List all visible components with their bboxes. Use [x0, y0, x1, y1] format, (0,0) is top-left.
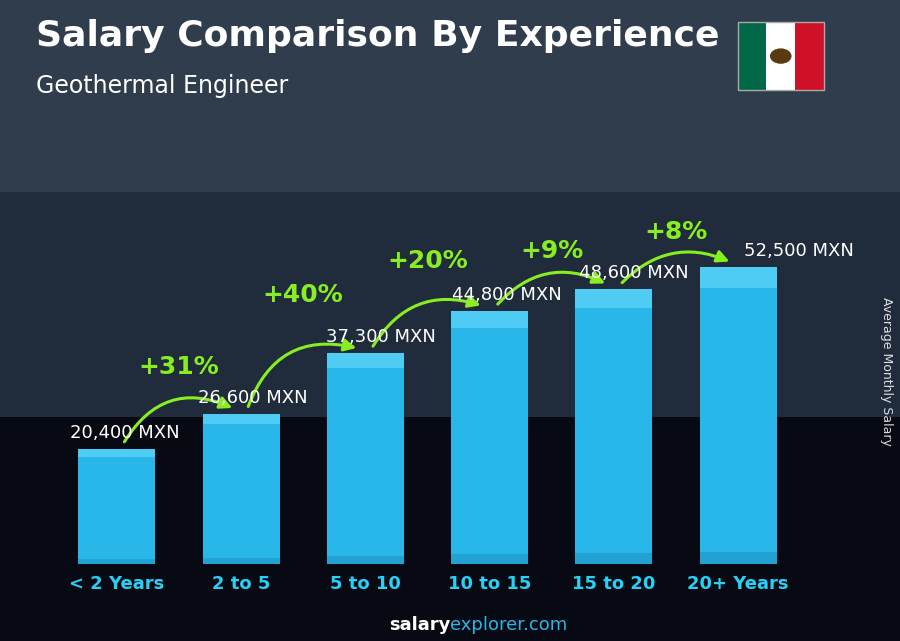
Text: 26,600 MXN: 26,600 MXN: [198, 389, 307, 407]
Bar: [575, 553, 652, 564]
Text: 52,500 MXN: 52,500 MXN: [744, 242, 854, 260]
Text: +9%: +9%: [520, 238, 583, 263]
Bar: [202, 558, 280, 564]
Text: salary: salary: [389, 616, 450, 634]
Bar: [575, 289, 652, 308]
Bar: [202, 413, 280, 564]
Bar: [699, 267, 777, 564]
Bar: [699, 552, 777, 564]
Text: +20%: +20%: [387, 249, 468, 273]
Text: Geothermal Engineer: Geothermal Engineer: [36, 74, 288, 97]
Text: +8%: +8%: [644, 219, 707, 244]
Text: 37,300 MXN: 37,300 MXN: [326, 328, 436, 346]
Text: 20,400 MXN: 20,400 MXN: [69, 424, 179, 442]
Bar: [327, 556, 404, 564]
Bar: [451, 311, 528, 564]
Text: Average Monthly Salary: Average Monthly Salary: [880, 297, 893, 446]
Bar: [699, 267, 777, 288]
Bar: [202, 413, 280, 424]
Bar: [327, 353, 404, 564]
Text: +40%: +40%: [263, 283, 344, 307]
Bar: [78, 560, 156, 564]
Text: 48,600 MXN: 48,600 MXN: [579, 265, 688, 283]
Bar: [327, 353, 404, 368]
Text: +31%: +31%: [139, 354, 220, 379]
Bar: [575, 289, 652, 564]
Bar: [78, 449, 156, 564]
Text: explorer.com: explorer.com: [450, 616, 567, 634]
Text: Salary Comparison By Experience: Salary Comparison By Experience: [36, 19, 719, 53]
Bar: [451, 311, 528, 328]
Text: 44,800 MXN: 44,800 MXN: [453, 286, 562, 304]
Bar: [451, 554, 528, 564]
Bar: [78, 449, 156, 457]
